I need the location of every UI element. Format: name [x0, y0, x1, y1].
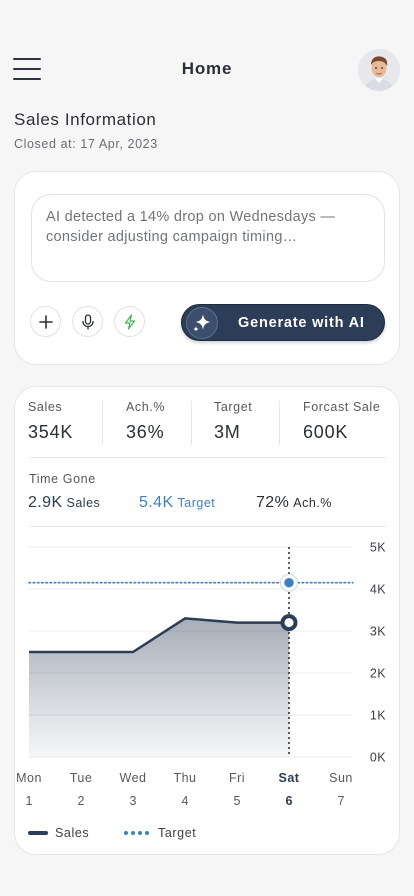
hamburger-menu-icon[interactable] — [13, 58, 41, 80]
lightning-icon — [124, 313, 135, 330]
divider — [102, 401, 103, 445]
legend-label: Sales — [55, 826, 90, 840]
x-day-number: 1 — [26, 794, 33, 808]
time-gone-sales: 2.9K Sales — [28, 494, 100, 512]
kpi-label: Ach.% — [126, 400, 166, 414]
divider — [29, 526, 387, 527]
divider — [279, 401, 280, 445]
time-gone-ach-value: 72% — [256, 494, 290, 511]
target-legend-swatch — [124, 831, 149, 835]
sales-area — [29, 618, 289, 757]
generate-button-label: Generate with AI — [238, 315, 365, 331]
quick-action-button[interactable] — [114, 306, 145, 337]
time-gone-achievement: 72% Ach.% — [256, 494, 332, 512]
kpi-target: Target 3M — [214, 400, 252, 443]
x-day-number: 4 — [182, 794, 189, 808]
kpi-label: Forcast Sale — [303, 400, 381, 414]
sales-line — [29, 617, 289, 654]
y-tick-label: 1K — [370, 709, 386, 723]
x-day-number: 3 — [130, 794, 137, 808]
y-tick-label: 4K — [370, 583, 386, 597]
page-title: Home — [181, 59, 233, 78]
divider — [191, 401, 192, 445]
y-tick-label: 3K — [370, 625, 386, 639]
y-tick-label: 5K — [370, 541, 386, 555]
x-tick-label: Wed — [120, 771, 147, 785]
x-day-number: 6 — [286, 794, 293, 808]
section-title: Sales Information — [14, 110, 157, 129]
ai-insight-card: AI detected a 14% drop on Wednesdays — c… — [14, 171, 400, 365]
kpi-achievement: Ach.% 36% — [126, 400, 165, 443]
legend-target: Target — [123, 826, 196, 840]
x-tick-label: Fri — [229, 771, 245, 785]
app-header: Home — [0, 44, 414, 94]
avatar[interactable] — [358, 49, 400, 91]
ai-prompt-input[interactable]: AI detected a 14% drop on Wednesdays — c… — [31, 194, 385, 282]
x-tick-label: Sun — [329, 771, 353, 785]
x-tick-label: Mon — [16, 771, 42, 785]
y-tick-label: 0K — [370, 751, 386, 765]
kpi-sales: Sales 354K — [28, 400, 73, 443]
closed-date: Closed at: 17 Apr, 2023 — [14, 137, 158, 151]
time-gone-sales-value: 2.9K — [28, 494, 63, 511]
divider — [29, 457, 387, 458]
kpi-value: 600K — [303, 422, 349, 442]
time-gone-label: Time Gone — [29, 472, 96, 486]
time-gone-sales-unit: Sales — [66, 496, 101, 510]
x-day-number: 7 — [338, 794, 345, 808]
kpi-label: Sales — [28, 400, 63, 414]
time-gone-ach-unit: Ach.% — [293, 496, 332, 510]
time-gone-target: 5.4K Target — [139, 494, 215, 512]
kpi-value: 36% — [126, 422, 165, 442]
kpi-label: Target — [214, 400, 253, 414]
microphone-button[interactable] — [72, 306, 103, 337]
sales-summary-card: Sales 354K Ach.% 36% Target 3M Forcast S… — [14, 386, 400, 855]
sales-point — [280, 614, 298, 632]
x-tick-label: Tue — [70, 771, 93, 785]
generate-with-ai-button[interactable]: Generate with AI — [181, 304, 385, 341]
legend-sales: Sales — [28, 826, 89, 840]
sales-chart[interactable]: 0K 1K 2K 3K 4K 5K Mon 1 Tue 2 Wed 3 Thu 4 Fri 5 Sat 6 Sun 7 — [15, 387, 401, 817]
time-gone-target-value: 5.4K — [139, 494, 174, 511]
target-point — [280, 574, 298, 591]
plus-icon — [38, 314, 53, 329]
time-gone-target-unit: Target — [177, 496, 216, 510]
x-day-number: 5 — [234, 794, 241, 808]
sparkle-icon — [186, 307, 218, 339]
add-button[interactable] — [30, 306, 61, 337]
x-tick-label: Sat — [279, 771, 300, 785]
x-day-number: 2 — [78, 794, 85, 808]
kpi-value: 354K — [28, 422, 74, 442]
y-tick-label: 2K — [370, 667, 386, 681]
x-tick-label: Thu — [173, 771, 196, 785]
kpi-forecast: Forcast Sale 600K — [303, 400, 380, 443]
kpi-value: 3M — [214, 422, 241, 442]
target-point-ring — [280, 573, 298, 592]
legend-label: Target — [158, 826, 197, 840]
microphone-icon — [81, 313, 94, 330]
sales-legend-swatch — [28, 831, 48, 835]
